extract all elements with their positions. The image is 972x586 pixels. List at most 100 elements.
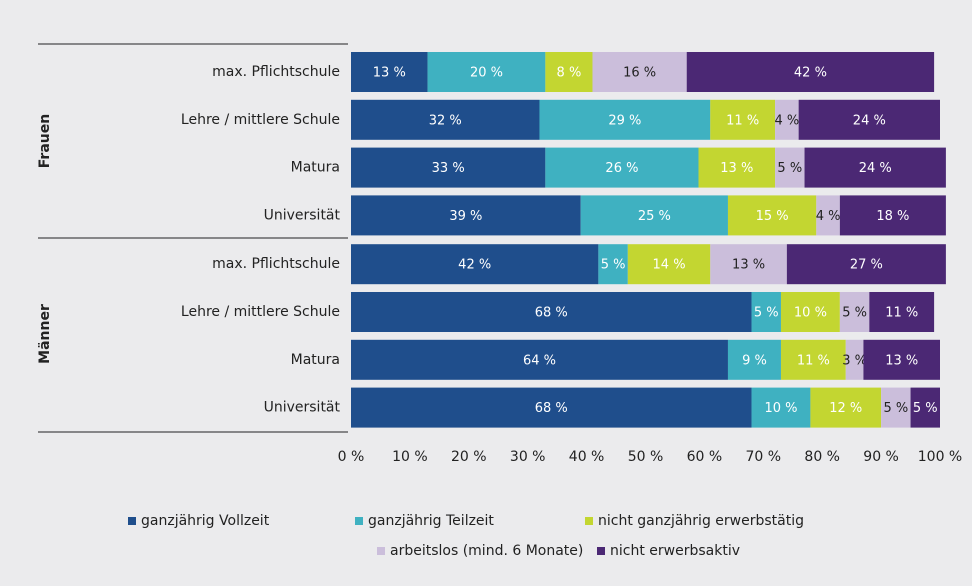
bar-segment bbox=[798, 99, 940, 140]
legend-label: ganzjährig Vollzeit bbox=[141, 513, 270, 529]
category-label: Matura bbox=[291, 160, 340, 176]
value-label: 4 % bbox=[774, 113, 799, 128]
bar-segment bbox=[804, 147, 946, 188]
value-label: 5 % bbox=[883, 401, 908, 416]
bar-segment bbox=[545, 52, 593, 92]
bar-segment bbox=[351, 292, 752, 332]
bar-segment bbox=[351, 195, 581, 236]
x-tick-label: 50 % bbox=[628, 449, 664, 465]
category-label: Lehre / mittlere Schule bbox=[181, 304, 340, 320]
value-label: 5 % bbox=[777, 161, 802, 176]
legend-swatch bbox=[355, 517, 363, 525]
legend-swatch bbox=[597, 547, 605, 555]
value-label: 5 % bbox=[842, 306, 867, 321]
x-tick-label: 10 % bbox=[392, 449, 428, 465]
bar-segment bbox=[727, 339, 781, 380]
bar-segment bbox=[910, 387, 940, 428]
bar-segment bbox=[727, 195, 817, 236]
value-label: 11 % bbox=[885, 306, 918, 321]
value-label: 14 % bbox=[653, 258, 686, 273]
x-tick-label: 80 % bbox=[804, 449, 840, 465]
bar-segment bbox=[839, 292, 870, 332]
legend-swatch bbox=[377, 547, 385, 555]
bar-segment bbox=[710, 244, 787, 285]
legend-label: nicht ganzjährig erwerbstätig bbox=[598, 513, 804, 529]
bar-segment bbox=[539, 99, 711, 140]
value-label: 13 % bbox=[720, 161, 753, 176]
bar-segment bbox=[751, 387, 811, 428]
x-tick-label: 70 % bbox=[746, 449, 782, 465]
bar-segment bbox=[351, 147, 546, 188]
value-label: 68 % bbox=[535, 306, 568, 321]
value-label: 20 % bbox=[470, 66, 503, 81]
bar-segment bbox=[780, 339, 846, 380]
value-label: 32 % bbox=[429, 113, 462, 128]
bar-segment bbox=[351, 339, 728, 380]
value-label: 9 % bbox=[742, 353, 767, 368]
legend-label: nicht erwerbsaktiv bbox=[610, 543, 740, 559]
bar-segment bbox=[786, 244, 946, 285]
value-label: 5 % bbox=[913, 401, 938, 416]
bar-segment bbox=[869, 292, 935, 332]
bar-segment bbox=[427, 52, 546, 92]
category-label: Lehre / mittlere Schule bbox=[181, 112, 340, 128]
value-label: 5 % bbox=[754, 306, 779, 321]
value-label: 15 % bbox=[756, 209, 789, 224]
value-label: 11 % bbox=[797, 353, 830, 368]
legend-label: arbeitslos (mind. 6 Monate) bbox=[390, 543, 583, 559]
value-label: 42 % bbox=[458, 258, 491, 273]
category-label: Universität bbox=[264, 400, 341, 416]
bar-segment bbox=[686, 52, 935, 92]
category-label: Universität bbox=[264, 207, 341, 223]
bar-segment bbox=[751, 292, 781, 332]
value-label: 29 % bbox=[608, 113, 641, 128]
group-label: Frauen bbox=[37, 114, 53, 168]
value-label: 25 % bbox=[638, 209, 671, 224]
bar-segment bbox=[775, 99, 799, 140]
value-label: 24 % bbox=[859, 161, 892, 176]
value-label: 13 % bbox=[885, 353, 918, 368]
bar-segment bbox=[881, 387, 911, 428]
value-label: 12 % bbox=[829, 401, 862, 416]
bar-segment bbox=[780, 292, 840, 332]
category-label: max. Pflichtschule bbox=[212, 256, 340, 272]
value-label: 24 % bbox=[853, 113, 886, 128]
bar-segment bbox=[580, 195, 728, 236]
value-label: 26 % bbox=[605, 161, 638, 176]
value-label: 39 % bbox=[449, 209, 482, 224]
bar-segment bbox=[698, 147, 776, 188]
category-label: Matura bbox=[291, 352, 340, 368]
legend-label: ganzjährig Teilzeit bbox=[368, 513, 494, 529]
value-label: 18 % bbox=[876, 209, 909, 224]
value-label: 11 % bbox=[726, 113, 759, 128]
x-tick-label: 20 % bbox=[451, 449, 487, 465]
bar-segment bbox=[351, 244, 599, 285]
value-label: 64 % bbox=[523, 353, 556, 368]
value-label: 16 % bbox=[623, 66, 656, 81]
value-label: 10 % bbox=[794, 306, 827, 321]
value-label: 8 % bbox=[557, 66, 582, 81]
bar-segment bbox=[592, 52, 687, 92]
value-label: 27 % bbox=[850, 258, 883, 273]
bar-segment bbox=[545, 147, 699, 188]
bar-segment bbox=[627, 244, 711, 285]
bar-segment bbox=[810, 387, 882, 428]
x-tick-label: 100 % bbox=[918, 449, 962, 465]
group-label: Männer bbox=[37, 304, 53, 364]
category-label: max. Pflichtschule bbox=[212, 64, 340, 80]
bar-segment bbox=[351, 52, 428, 92]
bar-segment bbox=[598, 244, 628, 285]
value-label: 13 % bbox=[732, 258, 765, 273]
value-label: 10 % bbox=[764, 401, 797, 416]
x-tick-label: 30 % bbox=[510, 449, 546, 465]
x-tick-label: 0 % bbox=[338, 449, 365, 465]
value-label: 33 % bbox=[432, 161, 465, 176]
bar-segment bbox=[816, 195, 840, 236]
bar-segment bbox=[775, 147, 805, 188]
value-label: 5 % bbox=[601, 258, 626, 273]
legend-swatch bbox=[128, 517, 136, 525]
bar-segment bbox=[863, 339, 940, 380]
x-tick-label: 90 % bbox=[863, 449, 899, 465]
bar-segment bbox=[845, 339, 864, 380]
